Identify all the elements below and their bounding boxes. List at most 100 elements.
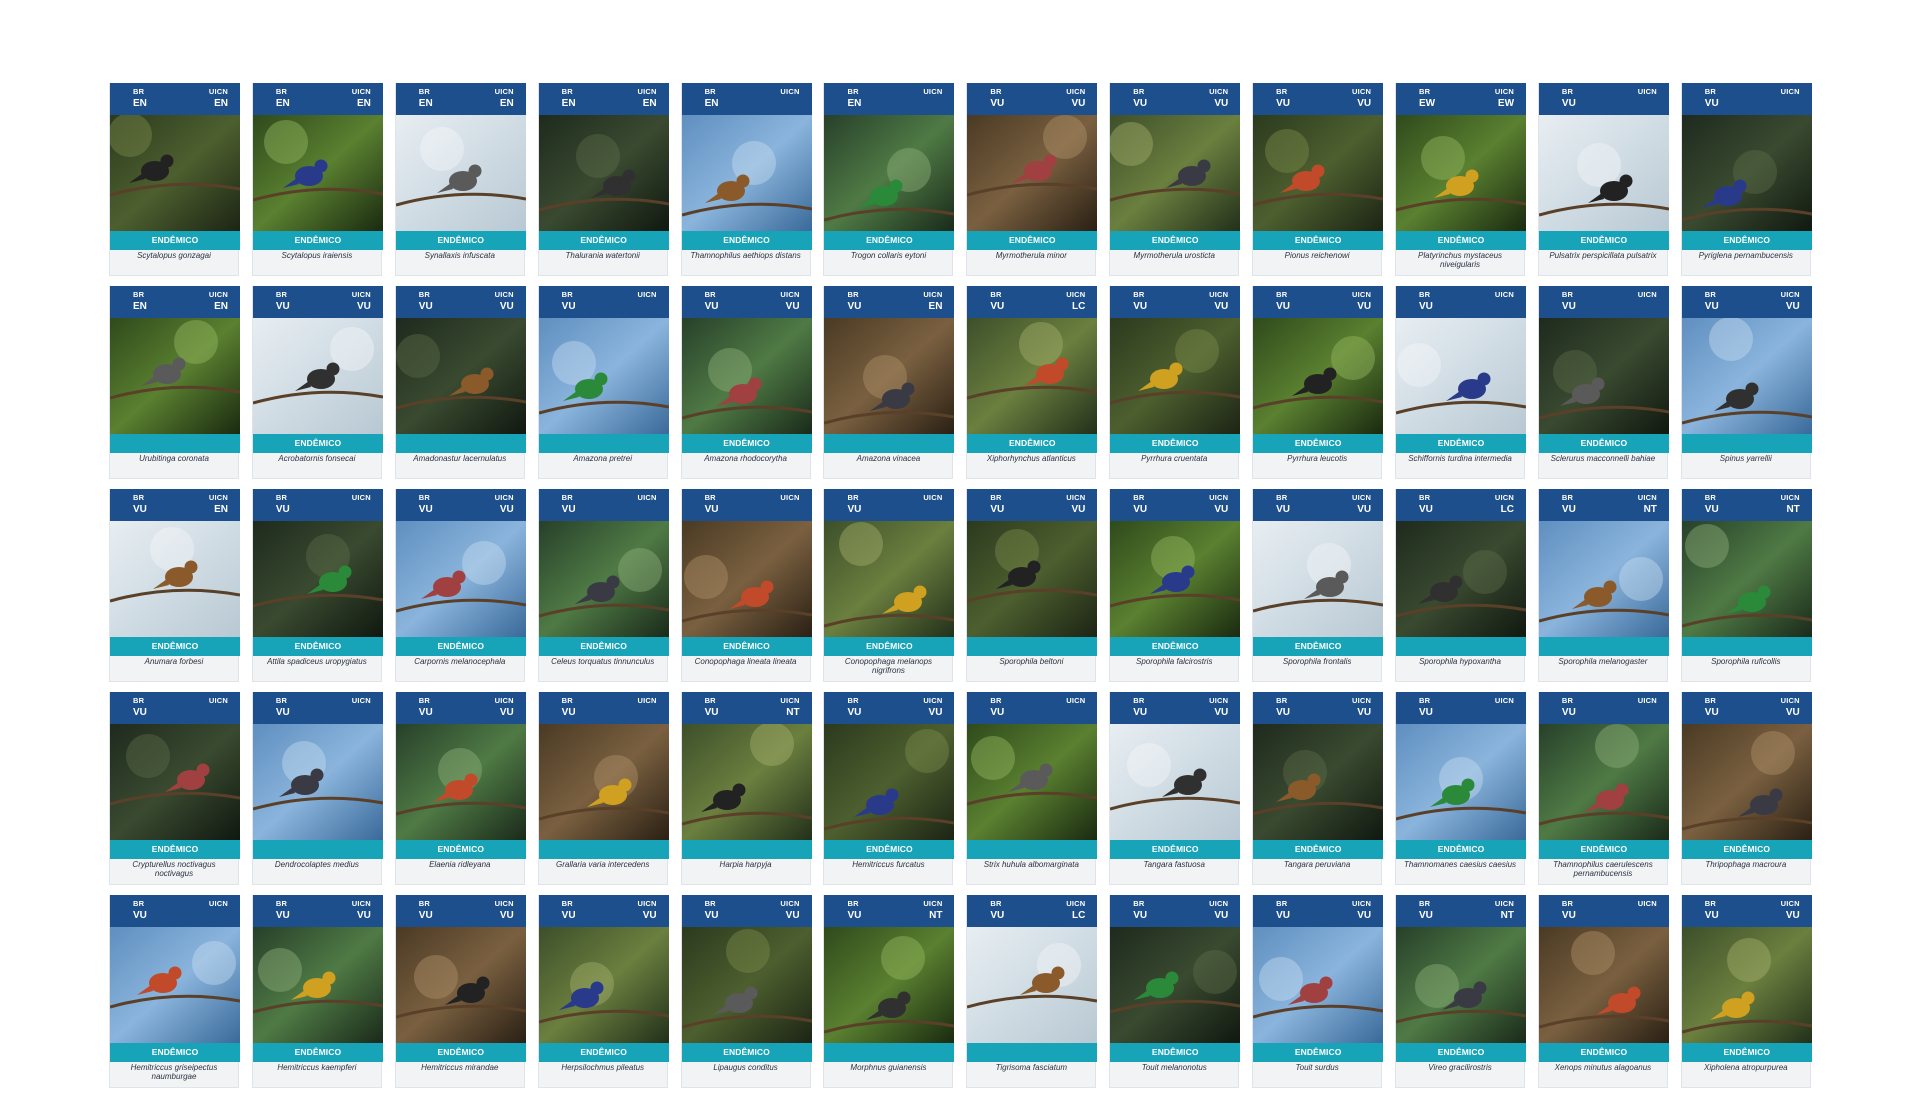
bird-photo-graphic: [1538, 115, 1669, 231]
photo-background: [681, 521, 812, 637]
species-card[interactable]: BR UICN VU VU ENDÊMICO Amazona rhodocory…: [680, 286, 812, 479]
species-name: Morphnus guianensis: [850, 1063, 927, 1072]
species-card[interactable]: BR UICN VU VU ENDÊMICO Elaenia ridleyana: [394, 692, 526, 885]
species-card[interactable]: BR UICN VU ENDÊMICO Conopophaga melanops…: [823, 489, 955, 682]
species-card[interactable]: BR UICN VU ENDÊMICO Schiffornis turdina …: [1395, 286, 1527, 479]
bird-photo-graphic: [395, 521, 526, 637]
species-card[interactable]: BR UICN EN EN ENDÊMICO Scytalopus gonzag…: [109, 83, 240, 276]
bird-photo: [681, 927, 812, 1043]
species-card[interactable]: BR UICN VU ENDÊMICO Pyriglena pernambuce…: [1680, 83, 1812, 276]
bird-tail: [153, 579, 169, 589]
species-card[interactable]: BR UICN VU VU ENDÊMICO Myrmotherula uros…: [1109, 83, 1241, 276]
photo-background: [538, 724, 669, 840]
species-card[interactable]: BR UICN VU Amazona pretrei: [537, 286, 669, 479]
photo-foliage: [1726, 938, 1771, 982]
species-card[interactable]: BR UICN VU VU Spinus yarrellii: [1680, 286, 1812, 479]
species-card[interactable]: BR UICN VU VU ENDÊMICO Thripophaga macro…: [1680, 692, 1812, 885]
br-status: VU: [561, 301, 576, 312]
species-card[interactable]: BR UICN VU ENDÊMICO Sclerurus macconnell…: [1537, 286, 1669, 479]
species-card[interactable]: BR UICN VU LC ENDÊMICO Xiphorhynchus atl…: [966, 286, 1098, 479]
photo-foliage: [971, 736, 1016, 780]
uicn-label: UICN: [780, 493, 800, 502]
species-card[interactable]: BR UICN VU VU Amadonastur lacernulatus: [394, 286, 526, 479]
photo-foliage: [1259, 957, 1304, 1001]
species-card[interactable]: BR UICN VU Dendrocolaptes medius: [251, 692, 383, 885]
bird-tail: [1024, 376, 1041, 386]
uicn-status: NT: [929, 910, 943, 921]
bird-body: [894, 592, 923, 612]
species-card[interactable]: BR UICN VU VU ENDÊMICO Touit melanonotus: [1109, 895, 1241, 1088]
species-card[interactable]: BR UICN VU VU ENDÊMICO Sporophila fronta…: [1252, 489, 1384, 682]
species-card[interactable]: BR UICN VU NT Sporophila ruficollis: [1680, 489, 1812, 682]
species-card[interactable]: BR UICN VU Strix huhula albomarginata: [966, 692, 1098, 885]
species-card[interactable]: BR UICN VU EN Amazona vinacea: [823, 286, 955, 479]
species-card[interactable]: BR UICN VU ENDÊMICO Crypturellus noctiva…: [109, 692, 240, 885]
bird-body: [586, 582, 615, 602]
species-card[interactable]: BR UICN VU VU ENDÊMICO Pyrrhura leucotis: [1252, 286, 1384, 479]
species-card[interactable]: BR UICN VU VU ENDÊMICO Pyrrhura cruentat…: [1109, 286, 1241, 479]
species-card[interactable]: BR UICN VU LC Tigrisoma fasciatum: [966, 895, 1098, 1088]
photo-branch: [395, 192, 526, 207]
species-name: Harpia harpyja: [719, 860, 772, 869]
uicn-label: UICN: [637, 290, 657, 299]
species-card[interactable]: BR UICN VU ENDÊMICO Thamnomanes caesius …: [1395, 692, 1527, 885]
bird-photo-graphic: [824, 318, 955, 434]
br-status: VU: [275, 504, 290, 515]
species-card[interactable]: BR UICN VU ENDÊMICO Xenops minutus alago…: [1537, 895, 1669, 1088]
photo-background: [1253, 521, 1384, 637]
endemic-badge: ENDÊMICO: [395, 231, 526, 250]
species-card[interactable]: BR UICN VU VU ENDÊMICO Hemitriccus miran…: [394, 895, 526, 1088]
species-card[interactable]: BR UICN VU ENDÊMICO Celeus torquatus tin…: [537, 489, 669, 682]
species-card[interactable]: BR UICN VU ENDÊMICO Conopophaga lineata …: [680, 489, 812, 682]
br-status: VU: [1276, 98, 1291, 109]
species-card[interactable]: BR UICN EN EN ENDÊMICO Scytalopus iraien…: [251, 83, 383, 276]
species-card[interactable]: BR UICN VU ENDÊMICO Hemitriccus griseipe…: [109, 895, 240, 1088]
uicn-status: EN: [499, 98, 514, 109]
species-card[interactable]: BR UICN VU VU ENDÊMICO Hemitriccus furca…: [823, 692, 955, 885]
bird-photo-graphic: [1396, 318, 1527, 434]
status-header: BR UICN VU: [1396, 692, 1527, 724]
species-card[interactable]: BR UICN VU VU ENDÊMICO Sporophila falcir…: [1109, 489, 1241, 682]
species-card[interactable]: BR UICN EN EN ENDÊMICO Synallaxis infusc…: [394, 83, 526, 276]
species-card[interactable]: BR UICN EN EN ENDÊMICO Thalurania watert…: [537, 83, 669, 276]
bird-body: [1454, 988, 1483, 1008]
species-card[interactable]: BR UICN VU NT ENDÊMICO Vireo gracilirost…: [1395, 895, 1527, 1088]
species-card[interactable]: BR UICN VU VU ENDÊMICO Tangara fastuosa: [1109, 692, 1241, 885]
br-label: BR: [704, 696, 716, 705]
species-card[interactable]: BR UICN VU NT Harpia harpyja: [680, 692, 812, 885]
species-card[interactable]: BR UICN VU VU ENDÊMICO Myrmotherula mino…: [966, 83, 1098, 276]
species-card[interactable]: BR UICN VU VU ENDÊMICO Carpornis melanoc…: [394, 489, 526, 682]
photo-branch: [395, 1004, 526, 1019]
species-card[interactable]: BR UICN VU VU ENDÊMICO Lipaugus conditus: [680, 895, 812, 1088]
species-card[interactable]: BR UICN VU LC Sporophila hypoxantha: [1395, 489, 1527, 682]
bird-photo: [110, 724, 240, 840]
species-card[interactable]: BR UICN VU VU ENDÊMICO Herpsilochmus pil…: [537, 895, 669, 1088]
species-card[interactable]: BR UICN EN ENDÊMICO Thamnophilus aethiop…: [680, 83, 812, 276]
species-card[interactable]: BR UICN VU ENDÊMICO Thamnophilus caerule…: [1537, 692, 1669, 885]
species-card[interactable]: BR UICN VU VU Sporophila beltoni: [966, 489, 1098, 682]
species-card[interactable]: BR UICN VU VU ENDÊMICO Pionus reichenowi: [1252, 83, 1384, 276]
bird-photo: [1538, 521, 1669, 637]
species-card[interactable]: BR UICN VU VU ENDÊMICO Touit surdus: [1252, 895, 1384, 1088]
species-card[interactable]: BR UICN VU VU ENDÊMICO Tangara peruviana: [1252, 692, 1384, 885]
bird-tail: [448, 386, 465, 396]
species-card[interactable]: BR UICN VU ENDÊMICO Attila spadiceus uro…: [251, 489, 383, 682]
species-card[interactable]: BR UICN VU NT Morphnus guianensis: [823, 895, 955, 1088]
species-card[interactable]: BR UICN VU ENDÊMICO Pulsatrix perspicill…: [1537, 83, 1669, 276]
bird-photo-graphic: [824, 115, 955, 231]
status-header: BR UICN VU VU: [1253, 83, 1384, 115]
species-card[interactable]: BR UICN VU Grallaria varia intercedens: [537, 692, 669, 885]
bird-photo-graphic: [1681, 927, 1812, 1043]
species-name: Xiphorhynchus atlanticus: [986, 454, 1076, 463]
species-card[interactable]: BR UICN VU VU ENDÊMICO Acrobatornis fons…: [251, 286, 383, 479]
bird-body: [1304, 374, 1333, 394]
species-card[interactable]: BR UICN VU EN ENDÊMICO Anumara forbesi: [109, 489, 240, 682]
uicn-label: UICN: [1780, 290, 1800, 299]
species-card[interactable]: BR UICN EN EN Urubitinga coronata: [109, 286, 240, 479]
species-card[interactable]: BR UICN EN ENDÊMICO Trogon collaris eyto…: [823, 83, 955, 276]
species-card[interactable]: BR UICN VU VU ENDÊMICO Hemitriccus kaemp…: [251, 895, 383, 1088]
species-card[interactable]: BR UICN VU VU ENDÊMICO Xipholena atropur…: [1680, 895, 1812, 1088]
species-card[interactable]: BR UICN EW EW ENDÊMICO Platyrinchus myst…: [1395, 83, 1527, 276]
species-card[interactable]: BR UICN VU NT Sporophila melanogaster: [1537, 489, 1669, 682]
br-status: VU: [1276, 504, 1291, 515]
